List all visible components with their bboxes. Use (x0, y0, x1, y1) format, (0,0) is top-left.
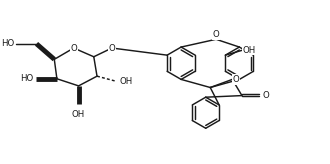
Text: O: O (70, 43, 77, 52)
Text: O: O (213, 30, 219, 39)
Text: HO: HO (1, 39, 14, 48)
Text: HO: HO (20, 74, 34, 83)
Text: OH: OH (119, 77, 132, 86)
Text: OH: OH (72, 110, 85, 119)
Text: OH: OH (242, 46, 255, 55)
Text: O: O (232, 75, 239, 84)
Text: O: O (109, 43, 115, 52)
Text: O: O (263, 91, 270, 100)
